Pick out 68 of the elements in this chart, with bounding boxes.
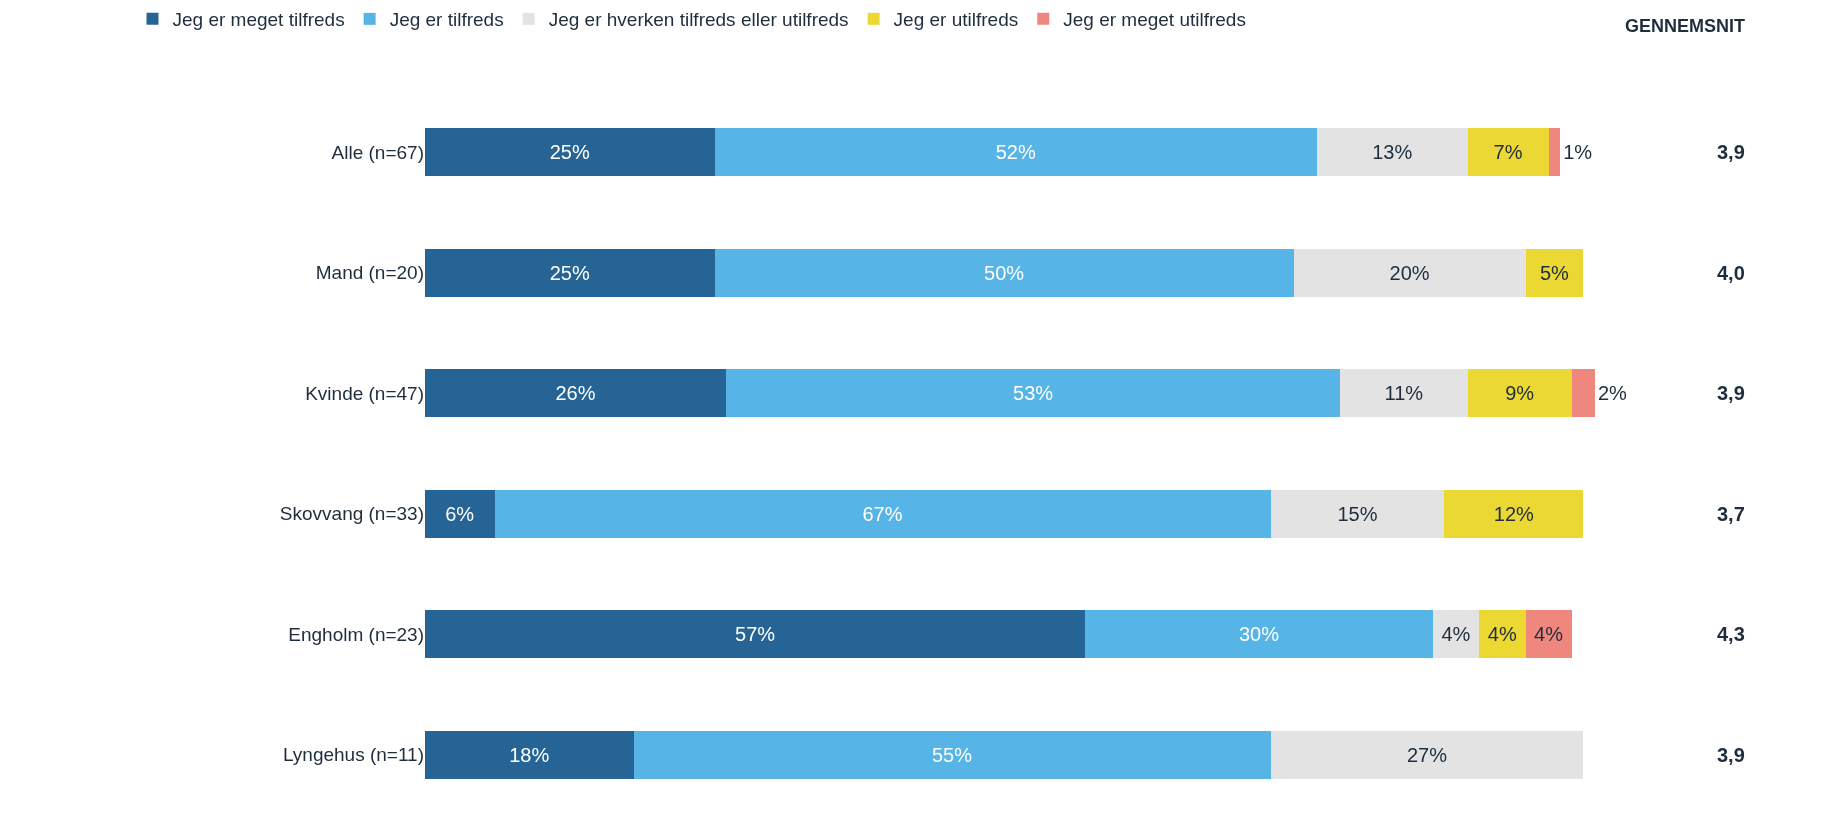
data-label: 13% — [1372, 141, 1413, 164]
text: GENNEMSNIT — [1625, 16, 1746, 36]
bar — [1293, 248, 1526, 297]
data-label: 55% — [931, 743, 973, 766]
data-label: 53% — [1013, 382, 1054, 405]
data-label: 18% — [509, 743, 550, 766]
data-label: 67% — [862, 502, 903, 525]
legend-label: Jeg er meget utilfreds — [1063, 9, 1246, 31]
bar — [1340, 369, 1468, 418]
data-label: 15% — [1337, 502, 1378, 525]
legend-label: Jeg er meget tilfreds — [172, 9, 345, 31]
data-label: 11% — [1384, 382, 1424, 405]
bar — [1085, 610, 1433, 659]
y-tick-label: Alle (n=67) — [331, 141, 424, 163]
bar — [1270, 730, 1584, 779]
text: 3,9 — [1717, 744, 1745, 766]
bar — [1316, 128, 1468, 177]
y-tick-label: Kvinde (n=47) — [305, 382, 424, 404]
bar — [1479, 610, 1526, 659]
data-label: 50% — [984, 261, 1025, 284]
data-label: 9% — [1505, 382, 1535, 405]
bar — [425, 489, 495, 538]
bar — [1548, 128, 1561, 177]
data-label: 26% — [555, 382, 596, 405]
bar — [1467, 369, 1572, 418]
bar — [425, 610, 1086, 659]
data-label: 27% — [1406, 743, 1448, 766]
bar — [425, 128, 715, 177]
data-label: 25% — [549, 141, 590, 164]
bar — [494, 489, 1271, 538]
legend-label: Jeg er utilfreds — [893, 9, 1019, 31]
data-label: 20% — [1389, 261, 1430, 284]
legend-label: Jeg er tilfreds — [389, 9, 504, 31]
y-tick-label: Mand (n=20) — [315, 262, 424, 284]
bar — [726, 369, 1341, 418]
text: 3,7 — [1717, 503, 1745, 525]
data-label: 57% — [735, 623, 776, 646]
bar — [1467, 128, 1549, 177]
data-label: 12% — [1493, 502, 1535, 525]
text: 3,9 — [1717, 382, 1745, 404]
bar — [425, 369, 727, 418]
text: 3,9 — [1717, 141, 1745, 163]
bar — [1444, 489, 1584, 538]
data-label: 30% — [1238, 623, 1280, 646]
data-label: 4% — [1487, 623, 1517, 646]
text: 4,3 — [1717, 623, 1745, 645]
data-label: 52% — [995, 141, 1036, 164]
bar — [1571, 369, 1595, 418]
bar — [714, 128, 1317, 177]
data-label: 2% — [1598, 382, 1628, 405]
data-label: 5% — [1539, 261, 1570, 284]
bar — [633, 730, 1271, 779]
text: 4,0 — [1717, 262, 1745, 284]
data-label: 1% — [1563, 141, 1593, 164]
data-label: 4% — [1441, 623, 1471, 646]
data-label: 25% — [549, 261, 590, 284]
y-tick-label: Engholm (n=23) — [288, 623, 424, 645]
bar — [425, 248, 715, 297]
data-label: 4% — [1534, 623, 1564, 646]
legend-label: Jeg er hverken tilfreds eller utilfreds — [548, 9, 849, 31]
y-tick-label: Lyngehus (n=11) — [282, 744, 424, 766]
bar — [714, 248, 1294, 297]
data-label: 7% — [1493, 141, 1523, 164]
bar — [1270, 489, 1445, 538]
bar — [425, 730, 634, 779]
bar — [1525, 248, 1584, 297]
data-label: 6% — [445, 502, 475, 525]
y-tick-label: Skovvang (n=33) — [279, 503, 424, 525]
